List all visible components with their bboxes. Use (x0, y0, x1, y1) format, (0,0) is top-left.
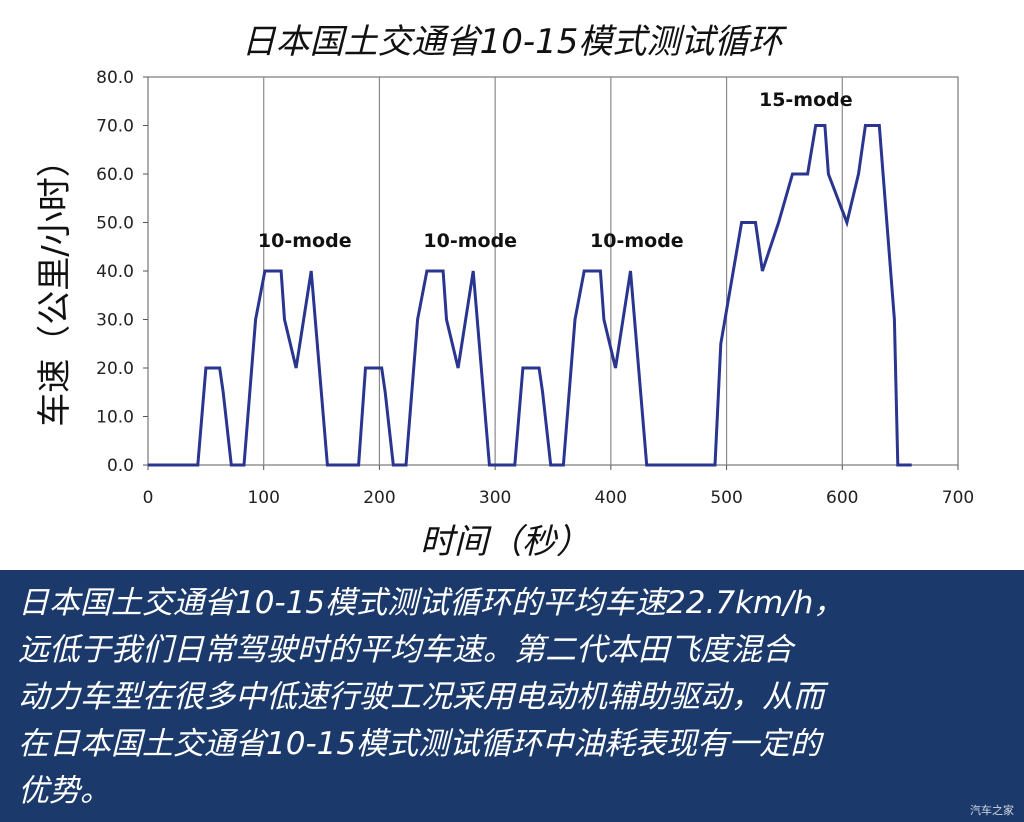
y-tick-label: 20.0 (96, 359, 134, 379)
x-tick-label: 100 (247, 488, 279, 508)
x-tick-label: 500 (710, 488, 742, 508)
y-tick-label: 10.0 (96, 408, 134, 428)
y-tick-label: 30.0 (96, 311, 134, 331)
annotation-layer: 10-mode 10-mode 10-mode 15-mode (258, 89, 853, 252)
y-tick-label: 60.0 (96, 165, 134, 185)
x-tick-label: 200 (363, 488, 395, 508)
axis-layer: 0 100 200 300 400 500 600 700 0.0 10.0 20.0 30.0 40.… (96, 68, 974, 508)
caption-line: 日本国土交通省10-15模式测试循环的平均车速22.7km/h， (18, 585, 845, 621)
x-tick-label: 600 (826, 488, 858, 508)
x-axis-label: 时间（秒） (420, 522, 590, 562)
mode-annotation: 10-mode (423, 230, 517, 252)
speed-series-line (148, 124, 912, 467)
y-tick-label: 0.0 (107, 456, 134, 476)
y-tick-label: 70.0 (96, 117, 134, 137)
x-tick-label: 300 (479, 488, 511, 508)
mode-annotation: 10-mode (258, 230, 352, 252)
caption-box: 日本国土交通省10-15模式测试循环的平均车速22.7km/h， 远低于我们日常… (0, 570, 1024, 822)
caption-line: 优势。 (18, 773, 111, 809)
caption-line: 动力车型在很多中低速行驶工况采用电动机辅助驱动，从而 (18, 679, 824, 715)
speed-chart: 0 100 200 300 400 500 600 700 0.0 10.0 20.0 30.0 40.… (35, 68, 974, 562)
y-tick-label: 40.0 (96, 262, 134, 282)
mode-annotation: 15-mode (759, 89, 853, 111)
y-tick-label: 50.0 (96, 214, 134, 234)
x-tick-label: 0 (143, 488, 154, 508)
y-axis-label: 车速（公里/小时） (35, 143, 75, 426)
y-tick-label: 80.0 (96, 68, 134, 88)
x-tick-label: 400 (595, 488, 627, 508)
series-layer (148, 124, 912, 467)
caption-line: 在日本国土交通省10-15模式测试循环中油耗表现有一定的 (18, 726, 822, 762)
watermark: 汽车之家 (970, 804, 1014, 817)
caption-text: 日本国土交通省10-15模式测试循环的平均车速22.7km/h， 远低于我们日常… (18, 580, 1006, 815)
chart-title: 日本国土交通省10-15模式测试循环 (241, 22, 783, 62)
x-tick-label: 700 (942, 488, 974, 508)
caption-line: 远低于我们日常驾驶时的平均车速。第二代本田飞度混合 (18, 632, 793, 668)
mode-annotation: 10-mode (590, 230, 684, 252)
